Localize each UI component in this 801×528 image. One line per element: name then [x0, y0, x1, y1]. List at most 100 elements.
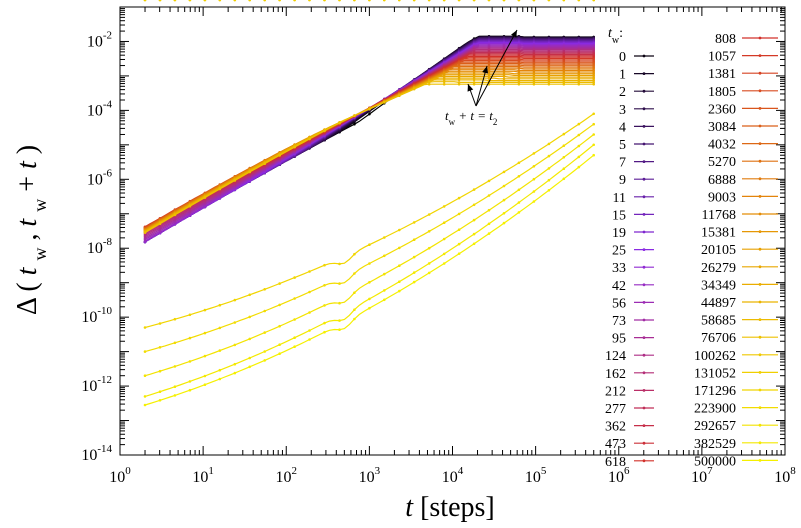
annotation-arrowhead [511, 30, 517, 38]
series-point-tw-44897 [562, 79, 566, 82]
legend-label: 500000 [694, 454, 736, 469]
series-point-tw-223900 [353, 272, 356, 275]
series-point-tw-131052 [577, 0, 581, 2]
y-axis-label: Δ ( t w , t w + t ) [12, 145, 50, 315]
series-point-tw-0 [353, 122, 356, 126]
x-tick-label: 101 [192, 465, 214, 486]
series-point-tw-58685 [547, 81, 551, 84]
legend-label: 292657 [694, 419, 736, 434]
series-point-tw-223900 [427, 230, 431, 233]
series-point-tw-171296 [457, 196, 461, 200]
series-point-tw-131052 [323, 0, 326, 2]
series-point-tw-58685 [472, 81, 476, 84]
series-point-tw-131052 [517, 0, 521, 2]
series-point-tw-171296 [353, 252, 356, 256]
series-point-tw-382529 [562, 167, 566, 170]
legend-label: 11768 [702, 208, 736, 223]
legend-swatch-point [758, 388, 762, 392]
series-point-tw-382529 [442, 252, 446, 256]
legend-label: 20105 [701, 243, 736, 258]
legend-label: 9 [619, 173, 626, 188]
series-point-tw-171296 [248, 293, 251, 297]
series-point-tw-500000 [383, 298, 386, 302]
series-point-tw-292657 [263, 331, 267, 334]
series-point-tw-44897 [577, 79, 581, 82]
y-tick-label: 10-14 [81, 443, 112, 464]
series-point-tw-76706 [233, 179, 237, 182]
series-point-tw-382529 [293, 336, 296, 340]
series-point-tw-171296 [427, 213, 431, 216]
legend-label: 6888 [708, 173, 736, 188]
series-point-tw-131052 [188, 0, 192, 2]
series-point-tw-292657 [203, 354, 207, 358]
series-point-tw-171296 [577, 122, 581, 126]
legend-swatch-point [758, 212, 762, 216]
legend-label: 1805 [708, 85, 736, 100]
series-point-tw-76706 [547, 82, 551, 86]
legend-swatch-point [642, 142, 646, 146]
series-line-tw-58685 [144, 81, 594, 233]
legend-swatch-point [758, 423, 762, 427]
y-tick-label: 10-4 [87, 98, 113, 119]
series-point-tw-131052 [502, 0, 506, 2]
series-point-tw-131052 [532, 0, 536, 2]
series-point-tw-292657 [233, 343, 237, 347]
series-point-tw-382529 [248, 356, 251, 360]
legend-label: 223900 [694, 402, 736, 417]
series-point-tw-171296 [173, 317, 177, 321]
legend-label: 76706 [701, 331, 736, 346]
series-point-tw-171296 [218, 303, 222, 307]
series-point-tw-500000 [353, 317, 356, 321]
legend-label: 131052 [694, 366, 736, 381]
series-point-tw-76706 [248, 170, 251, 174]
series-point-tw-382529 [203, 374, 207, 378]
series-point-tw-500000 [248, 365, 251, 369]
legend-swatch-point [642, 195, 646, 199]
series-point-tw-34349 [577, 77, 581, 81]
series-point-tw-382529 [412, 271, 416, 274]
series-point-tw-292657 [457, 228, 461, 231]
series-point-tw-76706 [278, 154, 281, 157]
series-point-tw-76706 [517, 82, 521, 86]
legend-swatch-point [758, 459, 762, 462]
series-point-tw-58685 [592, 81, 595, 84]
series-point-tw-131052 [427, 0, 431, 2]
series-point-tw-500000 [323, 330, 326, 334]
series-point-tw-171296 [203, 308, 207, 312]
series-point-tw-171296 [517, 161, 521, 165]
series-point-tw-6888 [517, 66, 521, 70]
series-point-tw-500000 [427, 271, 431, 275]
series-point-tw-223900 [248, 315, 251, 319]
series-point-tw-500000 [442, 262, 446, 265]
series-point-tw-223900 [143, 350, 147, 353]
series-point-tw-171296 [158, 322, 162, 325]
series-point-tw-171296 [263, 288, 267, 291]
series-point-tw-131052 [248, 0, 251, 2]
legend-swatch-point [642, 89, 646, 93]
x-tick-label: 102 [276, 465, 298, 486]
y-label-sub1: w [30, 248, 50, 261]
series-point-tw-292657 [173, 365, 177, 368]
series-point-tw-500000 [143, 403, 147, 407]
series-line-tw-6888 [144, 67, 594, 230]
series-point-tw-292657 [368, 281, 371, 284]
series-point-tw-171296 [502, 170, 506, 174]
series-point-tw-382529 [517, 201, 521, 204]
series-point-tw-382529 [457, 242, 461, 246]
series-point-tw-382529 [233, 362, 237, 366]
series-point-tw-34349 [517, 77, 521, 81]
series-point-tw-34349 [502, 77, 506, 81]
series-point-tw-223900 [532, 165, 536, 168]
series-point-tw-34349 [547, 77, 551, 81]
series-point-tw-171296 [143, 326, 147, 329]
y-label-delta: Δ [12, 298, 43, 315]
series-point-tw-500000 [293, 345, 296, 349]
series-point-tw-131052 [562, 0, 566, 2]
series-point-tw-171296 [398, 228, 401, 232]
series-point-tw-34349 [457, 76, 461, 80]
series-point-tw-76706 [173, 213, 177, 217]
series-point-tw-131052 [442, 0, 446, 2]
series-point-tw-76706 [263, 162, 267, 165]
y-tick-label: 10-12 [81, 374, 112, 395]
legend-label: 3 [619, 103, 626, 118]
